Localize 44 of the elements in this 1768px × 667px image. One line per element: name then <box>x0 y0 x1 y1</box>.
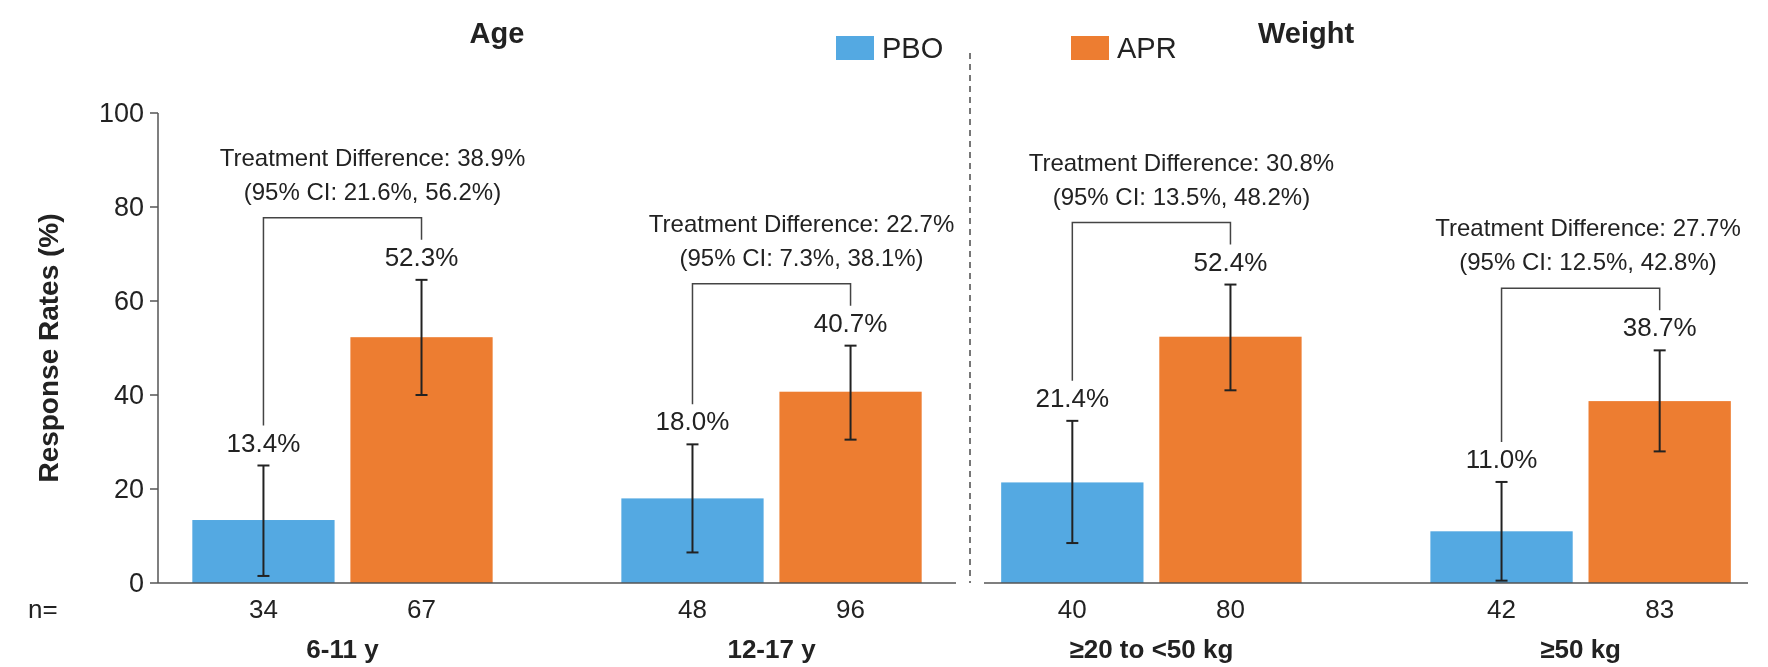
text: 34 <box>248 594 278 624</box>
text: 42 <box>1487 594 1516 624</box>
bar <box>1001 482 1144 583</box>
bar <box>1159 336 1302 583</box>
y-axis-title: Response Rates (%) <box>33 213 64 483</box>
data-label: 13.4% <box>226 427 301 458</box>
bar <box>1430 531 1573 583</box>
data-label: 21.4% <box>1035 382 1110 413</box>
y-tick-label: 60 <box>113 286 144 317</box>
legend-label: PBO <box>882 32 944 65</box>
bar <box>350 337 493 583</box>
y-tick-label: 40 <box>113 380 144 411</box>
text: 40 <box>1057 594 1087 624</box>
annotation: Treatment Difference: 22.7% (95% CI: 7.3%, 38.1%) <box>648 209 955 271</box>
annotation: Treatment Difference: 38.9% (95% CI: 21.6%, 56.2%) <box>219 143 526 205</box>
bar <box>621 498 764 583</box>
y-tick-label: 80 <box>113 192 144 223</box>
bar <box>192 520 335 583</box>
data-label: 40.7% <box>813 307 888 338</box>
y-tick-label: 0 <box>128 568 144 599</box>
x-tick-label: 12-17 y <box>727 634 817 664</box>
data-label: 52.3% <box>384 241 459 272</box>
text: 83 <box>1645 594 1675 624</box>
annotation: Treatment Difference: 30.8% (95% CI: 13.5%, 48.2%) <box>1028 148 1335 210</box>
y-tick-label: 100 <box>98 98 144 129</box>
text: n= <box>28 594 58 624</box>
data-label: 52.4% <box>1193 246 1268 277</box>
data-label: 38.7% <box>1622 312 1697 343</box>
text: 67 <box>407 594 436 624</box>
legend-label: APR <box>1117 32 1177 65</box>
x-tick-label: 6-11 y <box>306 634 380 664</box>
x-tick-label: ≥50 kg <box>1540 634 1621 664</box>
bar <box>1588 401 1731 583</box>
bar <box>779 391 922 583</box>
text: 80 <box>1216 594 1245 624</box>
x-tick-label: ≥20 to <50 kg <box>1069 634 1234 664</box>
data-label: 18.0% <box>655 406 730 437</box>
chart-title: Age <box>469 17 525 49</box>
annotation: Treatment Difference: 27.7% (95% CI: 12.5%, 42.8%) <box>1435 214 1741 276</box>
data-label: 11.0% <box>1465 443 1538 474</box>
text: 48 <box>678 594 707 624</box>
chart-title: Weight <box>1257 17 1355 49</box>
y-tick-label: 20 <box>113 474 144 505</box>
text: 96 <box>836 594 866 624</box>
